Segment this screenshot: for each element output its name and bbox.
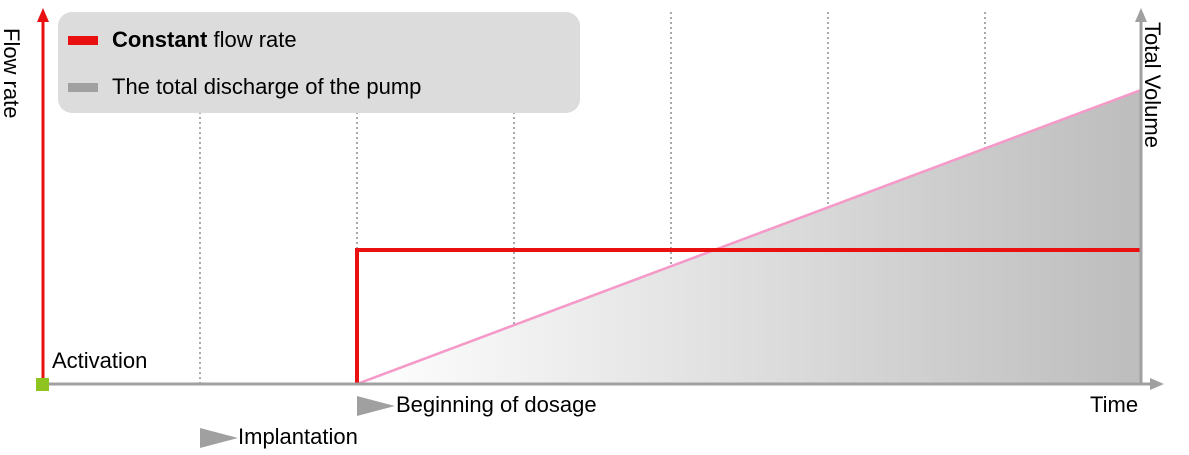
right-arrow <box>1135 8 1147 22</box>
legend-label: The total discharge of the pump <box>112 74 421 99</box>
implantation-arrow <box>200 428 238 448</box>
legend-bold: Constant <box>112 27 208 52</box>
legend-text: flow rate <box>213 27 296 52</box>
y-right-label: Total Volume <box>1140 22 1165 148</box>
implantation-label: Implantation <box>238 424 358 449</box>
activation-label: Activation <box>52 348 147 373</box>
dosage-arrow <box>357 396 395 416</box>
left-arrow <box>37 8 49 22</box>
legend-swatch <box>68 83 98 92</box>
legend-swatch <box>68 36 98 45</box>
x-arrow <box>1150 378 1164 390</box>
activation-dot <box>36 378 49 391</box>
legend <box>58 12 580 113</box>
flow-line <box>355 248 1141 384</box>
y-left-label: Flow rate <box>0 28 24 118</box>
dosage-label: Beginning of dosage <box>396 392 597 417</box>
legend-label: Constant flow rate <box>112 27 297 52</box>
discharge-line <box>356 88 1142 386</box>
x-label: Time <box>1090 392 1138 417</box>
